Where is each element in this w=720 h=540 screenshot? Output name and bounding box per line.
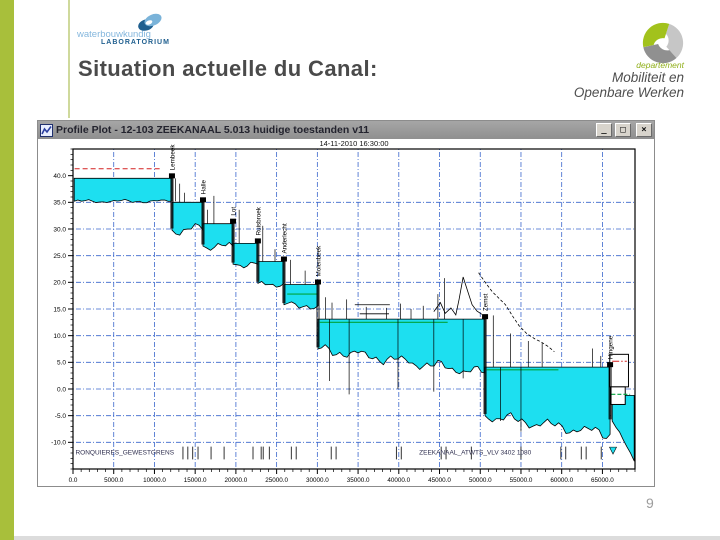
svg-text:30.0: 30.0 [53, 226, 66, 233]
svg-text:50000.0: 50000.0 [469, 477, 492, 484]
logo-right-departement: departement [636, 60, 684, 70]
slide-divider-line [68, 0, 70, 118]
svg-text:40.0: 40.0 [53, 173, 66, 180]
svg-text:25000.0: 25000.0 [265, 477, 288, 484]
svg-text:60000.0: 60000.0 [550, 477, 573, 484]
water-drop-icon [138, 13, 162, 31]
svg-text:Lembeek: Lembeek [169, 144, 176, 171]
waterbouwkundig-laboratorium-logo: waterbouwkundig LABORATORIUM [77, 13, 197, 48]
window-client-area: Lembeek Halle Lot Ruisbroek Anderlecht Molenb… [38, 139, 654, 486]
svg-text:Lot: Lot [231, 207, 238, 216]
svg-text:65000.0: 65000.0 [591, 477, 614, 484]
svg-text:20000.0: 20000.0 [225, 477, 248, 484]
svg-text:40000.0: 40000.0 [387, 477, 410, 484]
svg-text:-10.0: -10.0 [51, 440, 66, 447]
profile-plot-window: Profile Plot - 12-103 ZEEKANAAL 5.013 hu… [37, 120, 655, 487]
logo-left-line1: waterbouwkundig [77, 29, 151, 40]
logo-right-line3: Openbare Werken [573, 85, 684, 100]
svg-text:RONQUIERES_GEWESTGRENS: RONQUIERES_GEWESTGRENS [75, 450, 174, 457]
svg-text:30000.0: 30000.0 [306, 477, 329, 484]
svg-text:Ruisbroek: Ruisbroek [255, 206, 262, 235]
mobiliteit-openbare-werken-logo: departement Mobiliteit en Openbare Werke… [560, 10, 690, 100]
svg-text:10000.0: 10000.0 [143, 477, 166, 484]
logo-right-line2: Mobiliteit en [611, 70, 684, 85]
page-number: 9 [646, 495, 654, 511]
svg-text:ZEEKANAAL_ATWTS_VLV 3402 1080: ZEEKANAAL_ATWTS_VLV 3402 1080 [419, 450, 532, 457]
svg-text:5000.0: 5000.0 [104, 477, 124, 484]
svg-text:-5.0: -5.0 [55, 413, 67, 420]
svg-text:0.0: 0.0 [57, 386, 66, 393]
maximize-button[interactable]: □ [615, 123, 631, 137]
slide-bottom-edge [14, 536, 720, 540]
pinwheel-icon [642, 22, 684, 64]
svg-text:0.0: 0.0 [69, 477, 78, 484]
close-button[interactable]: × [636, 123, 652, 137]
svg-text:25.0: 25.0 [53, 253, 66, 260]
slide-accent-bar [0, 0, 14, 540]
svg-text:35.0: 35.0 [53, 200, 66, 207]
svg-text:5.0: 5.0 [57, 360, 66, 367]
svg-text:Anderlecht: Anderlecht [281, 223, 288, 253]
window-app-icon [40, 123, 53, 137]
page-title: Situation actuelle du Canal: [78, 56, 378, 81]
svg-text:14-11-2010 16:30:00: 14-11-2010 16:30:00 [319, 139, 388, 148]
svg-text:45000.0: 45000.0 [428, 477, 451, 484]
svg-text:Molenbeek: Molenbeek [315, 245, 322, 277]
svg-text:20.0: 20.0 [53, 280, 66, 287]
window-title: Profile Plot - 12-103 ZEEKANAAL 5.013 hu… [56, 124, 370, 136]
svg-text:Halle: Halle [200, 179, 207, 194]
logo-left-line2: LABORATORIUM [101, 39, 170, 46]
svg-text:Hingene: Hingene [608, 335, 615, 359]
svg-text:Zemst: Zemst [483, 293, 490, 311]
svg-text:15.0: 15.0 [53, 306, 66, 313]
svg-text:35000.0: 35000.0 [347, 477, 370, 484]
window-titlebar[interactable]: Profile Plot - 12-103 ZEEKANAAL 5.013 hu… [38, 121, 654, 139]
svg-text:10.0: 10.0 [53, 333, 66, 340]
svg-text:55000.0: 55000.0 [510, 477, 533, 484]
minimize-button[interactable]: _ [596, 123, 612, 137]
canal-profile-chart: Lembeek Halle Lot Ruisbroek Anderlecht Molenb… [51, 139, 636, 484]
svg-text:15000.0: 15000.0 [184, 477, 207, 484]
